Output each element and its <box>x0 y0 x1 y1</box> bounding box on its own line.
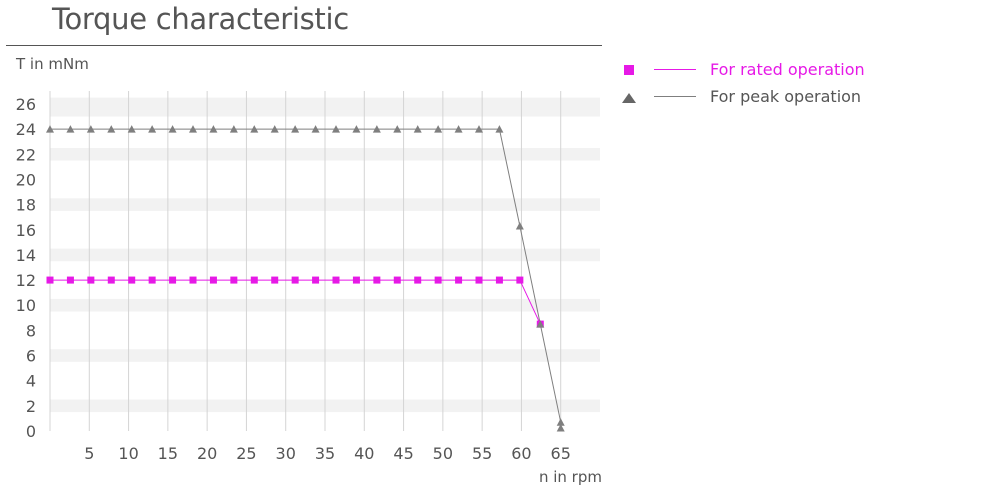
legend-label-rated: For rated operation <box>710 60 865 79</box>
x-tick-label: 65 <box>551 444 571 463</box>
data-point-square <box>434 276 442 284</box>
y-tick-label: 12 <box>16 271 36 290</box>
triangle-marker-icon <box>618 87 642 107</box>
data-point-triangle <box>250 125 259 133</box>
data-point-triangle <box>454 125 463 133</box>
data-point-square <box>312 276 320 284</box>
y-tick-label: 8 <box>26 321 36 340</box>
data-point-triangle <box>127 125 136 133</box>
data-point-square <box>46 276 54 284</box>
data-point-square <box>352 276 360 284</box>
data-point-square <box>414 276 422 284</box>
legend-label-peak: For peak operation <box>710 87 862 106</box>
data-point-triangle <box>168 125 177 133</box>
y-tick-label: 10 <box>16 296 36 315</box>
data-point-triangle <box>311 125 320 133</box>
data-point-square <box>66 276 74 284</box>
data-point-triangle <box>46 125 54 133</box>
data-point-square <box>250 276 258 284</box>
square-marker-icon <box>618 60 642 80</box>
y-tick-label: 2 <box>26 397 36 416</box>
y-tick-label: 22 <box>16 145 36 164</box>
data-point-square <box>271 276 279 284</box>
x-tick-label: 40 <box>354 444 374 463</box>
y-tick-label: 4 <box>26 372 36 391</box>
legend-line-peak <box>654 96 696 97</box>
data-point-square <box>107 276 115 284</box>
x-tick-label: 30 <box>276 444 296 463</box>
y-tick-label: 0 <box>26 422 36 441</box>
data-point-triangle <box>556 424 565 432</box>
data-point-square <box>128 276 136 284</box>
data-point-triangle <box>475 125 483 133</box>
y-tick-label: 14 <box>16 246 36 265</box>
data-point-triangle <box>372 125 381 133</box>
data-point-square <box>169 276 177 284</box>
data-point-triangle <box>209 125 218 133</box>
data-point-triangle <box>495 125 504 133</box>
data-point-square <box>87 276 95 284</box>
legend-item-peak[interactable]: For peak operation <box>618 83 865 110</box>
data-point-triangle <box>107 125 116 133</box>
data-point-triangle <box>229 125 238 133</box>
data-point-square <box>332 276 340 284</box>
title-divider <box>6 45 602 46</box>
vertical-grid <box>49 91 562 431</box>
x-axis-ticks: 5 10 15 20 25 30 35 40 45 50 55 60 65 <box>84 444 571 463</box>
x-tick-label: 20 <box>197 444 217 463</box>
y-tick-label: 16 <box>16 221 36 240</box>
data-point-square <box>148 276 156 284</box>
data-point-square <box>495 276 503 284</box>
data-point-triangle <box>291 125 300 133</box>
x-tick-label: 60 <box>511 444 531 463</box>
data-point-square <box>475 276 483 284</box>
data-point-triangle <box>189 125 197 133</box>
data-point-triangle <box>556 418 565 426</box>
x-tick-label: 45 <box>393 444 413 463</box>
x-tick-label: 55 <box>472 444 492 463</box>
data-point-triangle <box>148 125 157 133</box>
data-point-triangle <box>536 320 545 328</box>
chart-title: Torque characteristic <box>52 2 349 36</box>
data-point-triangle <box>352 125 361 133</box>
data-point-triangle <box>413 125 422 133</box>
y-tick-label: 18 <box>16 196 36 215</box>
x-axis-label: n in rpm <box>539 468 602 486</box>
y-tick-label: 24 <box>16 120 36 139</box>
y-tick-label: 26 <box>16 95 36 114</box>
x-tick-label: 50 <box>433 444 453 463</box>
y-tick-label: 6 <box>26 347 36 366</box>
x-tick-label: 35 <box>315 444 335 463</box>
data-point-square <box>455 276 463 284</box>
data-point-triangle <box>86 125 95 133</box>
series-line <box>50 128 562 423</box>
x-tick-label: 5 <box>84 444 94 463</box>
data-point-triangle <box>332 125 340 133</box>
data-point-square <box>393 276 401 284</box>
y-tick-label: 20 <box>16 170 36 189</box>
y-axis-label: T in mNm <box>15 55 89 73</box>
data-point-triangle <box>66 125 75 133</box>
data-point-square <box>373 276 381 284</box>
x-tick-label: 15 <box>158 444 178 463</box>
series-lines <box>50 128 562 423</box>
data-point-square <box>291 276 299 284</box>
legend: For rated operation For peak operation <box>618 56 865 110</box>
data-point-triangle <box>393 125 402 133</box>
data-point-triangle <box>434 125 443 133</box>
data-markers <box>46 125 565 432</box>
legend-item-rated[interactable]: For rated operation <box>618 56 865 83</box>
data-point-square <box>209 276 217 284</box>
data-point-square <box>516 276 524 284</box>
data-point-triangle <box>270 125 279 133</box>
data-point-square <box>230 276 238 284</box>
x-tick-label: 10 <box>118 444 138 463</box>
x-tick-label: 25 <box>236 444 256 463</box>
data-point-triangle <box>515 221 524 230</box>
legend-line-rated <box>654 69 696 70</box>
data-point-square <box>189 276 197 284</box>
